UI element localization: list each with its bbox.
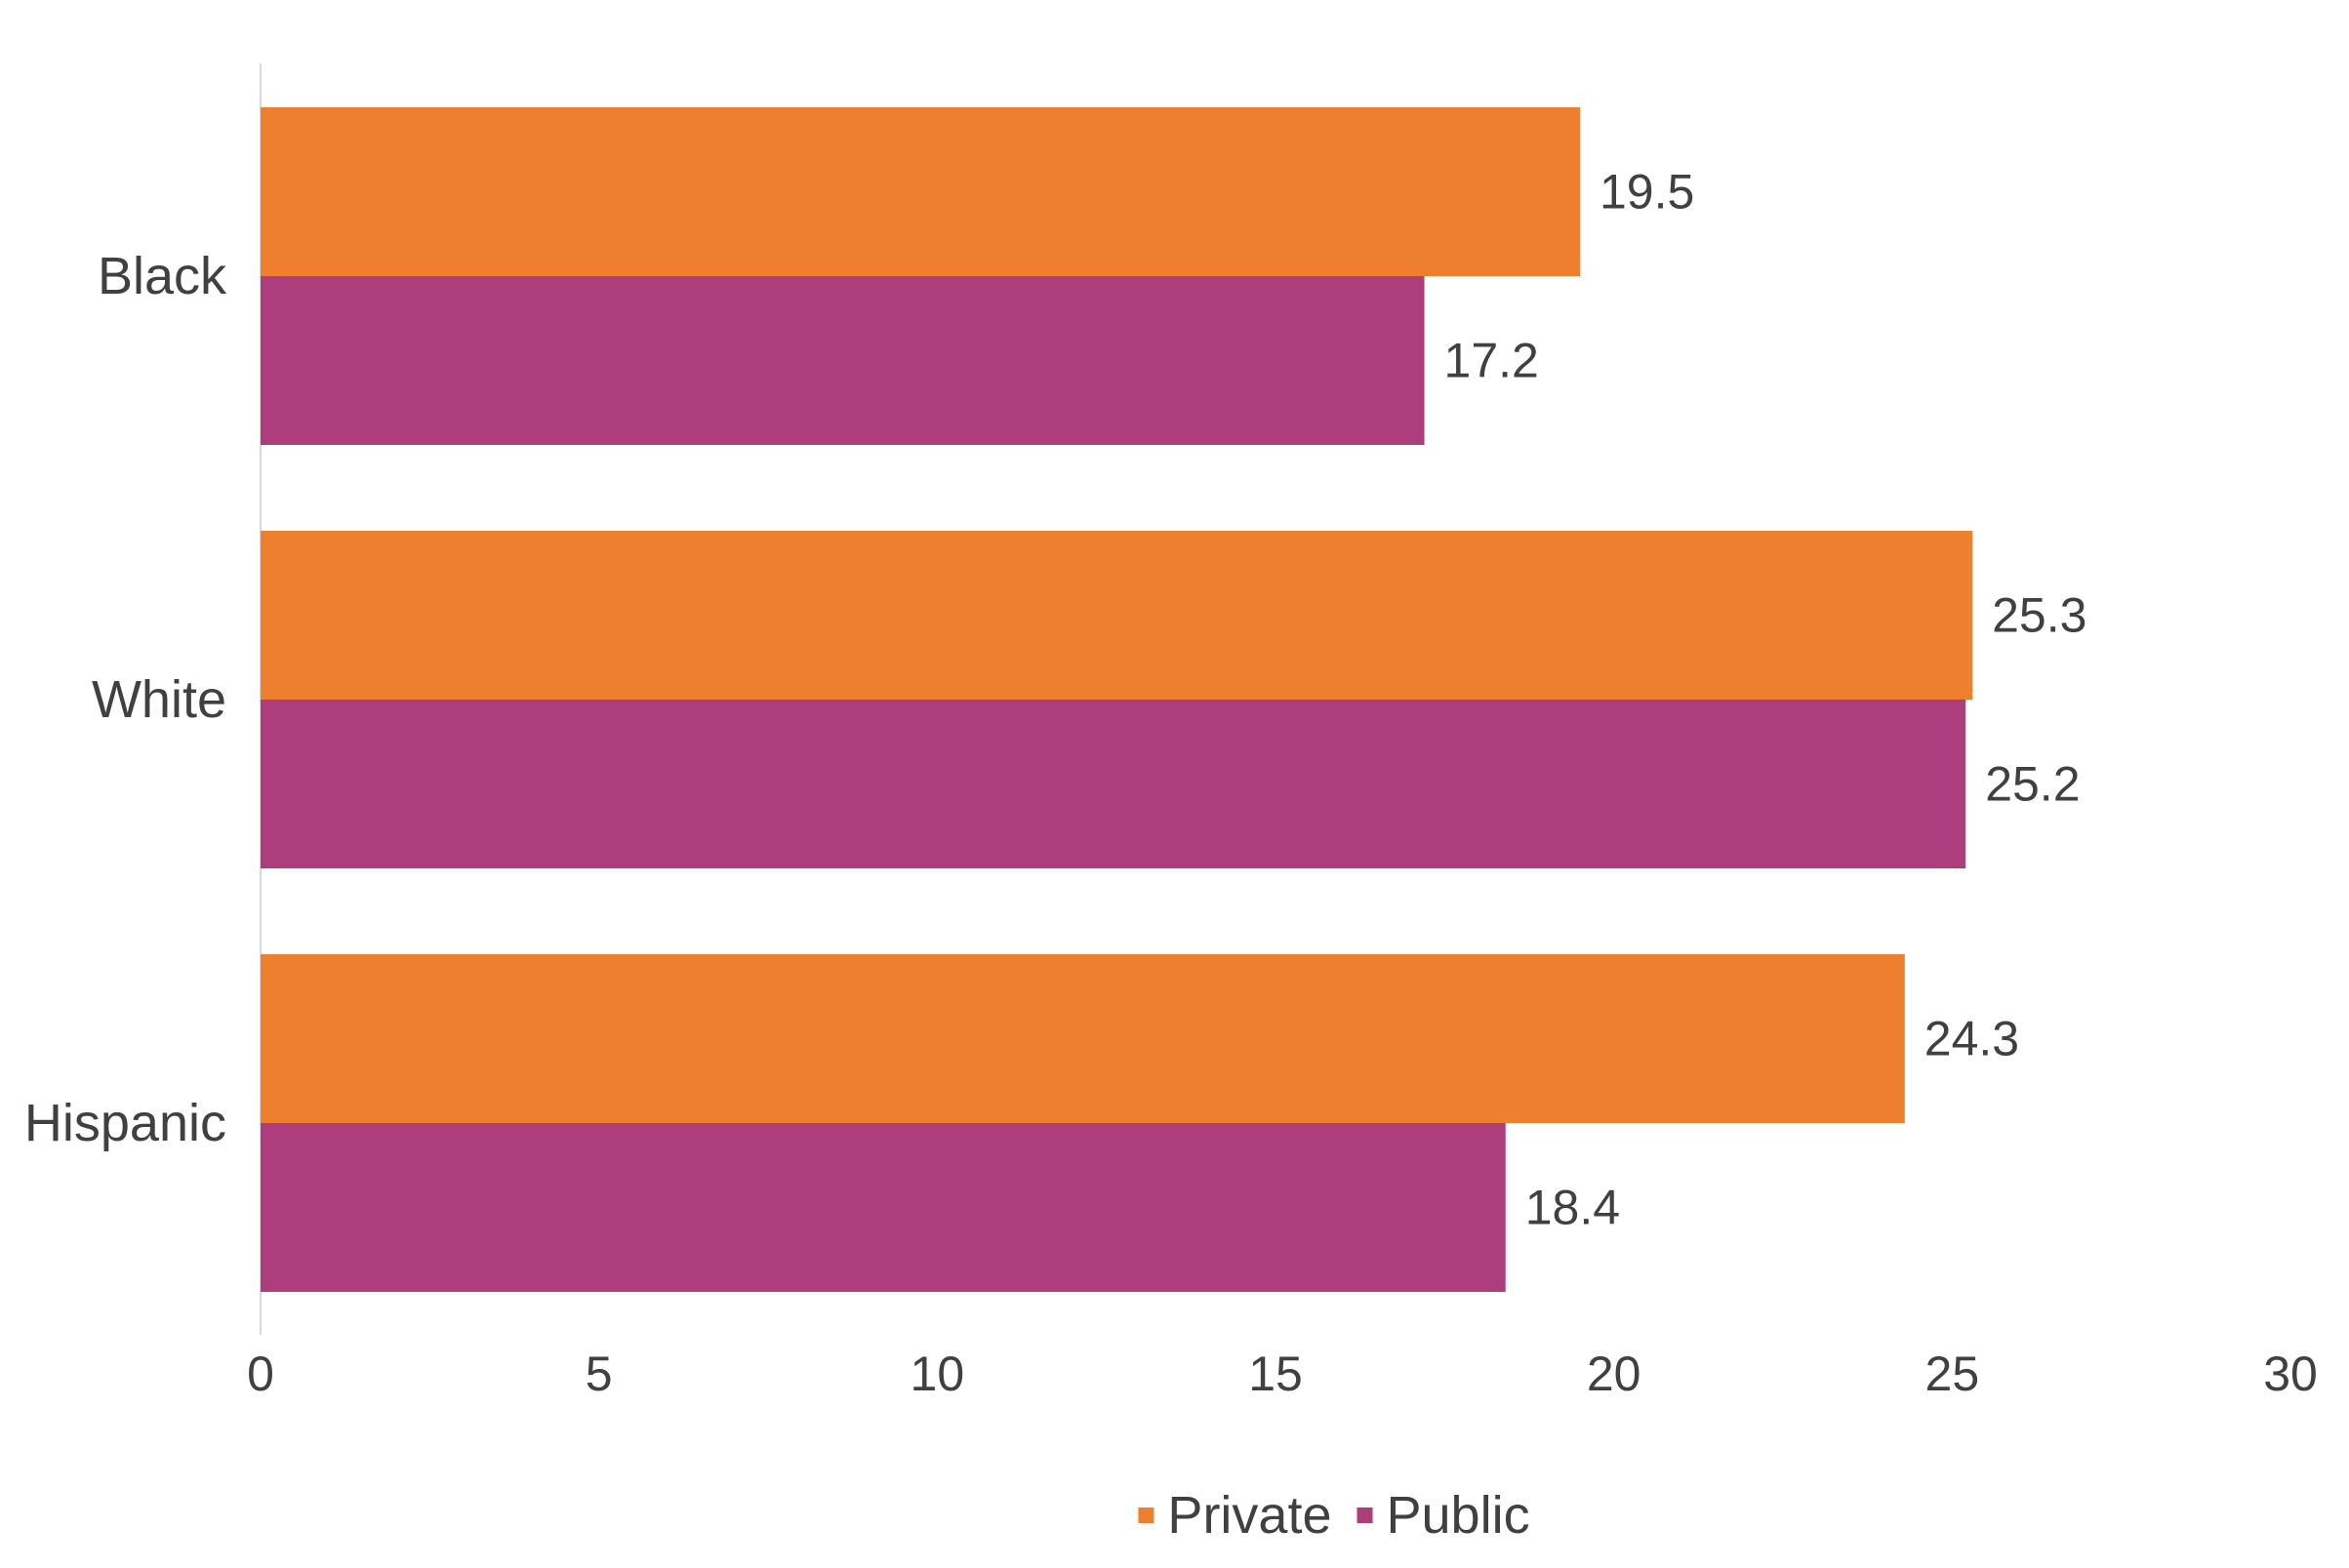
bars-layer	[261, 107, 1973, 1292]
value-label-public-black: 17.2	[1444, 334, 1539, 388]
category-label-black: Black	[98, 247, 227, 305]
legend-marker-public	[1357, 1508, 1373, 1523]
category-label-white: White	[92, 670, 226, 729]
x-tick-label-15: 15	[1248, 1347, 1303, 1401]
value-label-private-hispanic: 24.3	[1924, 1012, 2019, 1066]
value-label-public-hispanic: 18.4	[1525, 1181, 1620, 1235]
legend-label-private: Private	[1167, 1486, 1331, 1545]
legend-label-public: Public	[1387, 1486, 1530, 1545]
x-ticks-layer: 0 5 10 15 20 25 30	[247, 1347, 2318, 1401]
x-tick-label-25: 25	[1925, 1347, 1980, 1401]
value-labels-layer: 19.5 17.2 25.3 25.2 24.3 18.4	[1444, 165, 2087, 1235]
x-tick-label-5: 5	[586, 1347, 613, 1401]
x-tick-label-20: 20	[1587, 1347, 1641, 1401]
value-label-public-white: 25.2	[1985, 757, 2080, 812]
x-tick-label-30: 30	[2263, 1347, 2318, 1401]
bar-public-black	[261, 276, 1425, 445]
value-label-private-white: 25.3	[1992, 588, 2086, 643]
legend-item-public: Public	[1357, 1486, 1530, 1545]
legend-marker-private	[1138, 1508, 1154, 1523]
category-labels-layer: Black White Hispanic	[24, 247, 227, 1152]
bar-public-hispanic	[261, 1123, 1506, 1292]
legend-item-private: Private	[1138, 1486, 1332, 1545]
x-tick-label-0: 0	[247, 1347, 274, 1401]
bar-private-hispanic	[261, 954, 1905, 1123]
category-label-hispanic: Hispanic	[24, 1094, 226, 1152]
bar-private-black	[261, 107, 1580, 276]
bar-public-white	[261, 700, 1966, 868]
value-label-private-black: 19.5	[1600, 165, 1694, 220]
x-tick-label-10: 10	[911, 1347, 965, 1401]
legend: Private Public	[1138, 1486, 1530, 1545]
bar-private-white	[261, 531, 1973, 700]
